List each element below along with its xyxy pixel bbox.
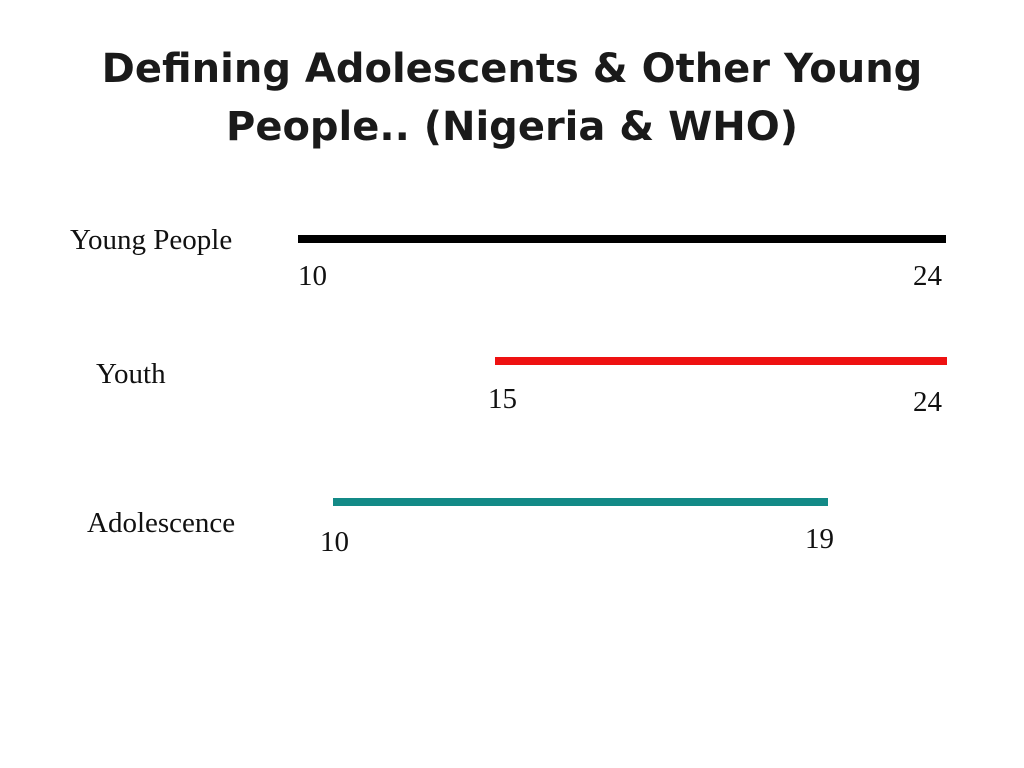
range-start-adolescence: 10	[320, 526, 349, 558]
range-start-young-people: 10	[298, 260, 327, 292]
range-bar-youth	[495, 357, 947, 365]
range-label-young-people: Young People	[70, 224, 233, 256]
range-end-adolescence: 19	[805, 523, 834, 555]
range-end-young-people: 24	[913, 260, 942, 292]
range-end-youth: 24	[913, 386, 942, 418]
range-label-youth: Youth	[96, 358, 166, 390]
title-line-2: People.. (Nigeria & WHO)	[226, 104, 798, 150]
range-bar-young-people	[298, 235, 946, 243]
slide-title: Defining Adolescents & Other Young Peopl…	[60, 40, 964, 156]
range-bar-adolescence	[333, 498, 828, 506]
range-start-youth: 15	[488, 383, 517, 415]
title-line-1: Defining Adolescents & Other Young	[101, 46, 923, 92]
range-label-adolescence: Adolescence	[87, 507, 236, 539]
